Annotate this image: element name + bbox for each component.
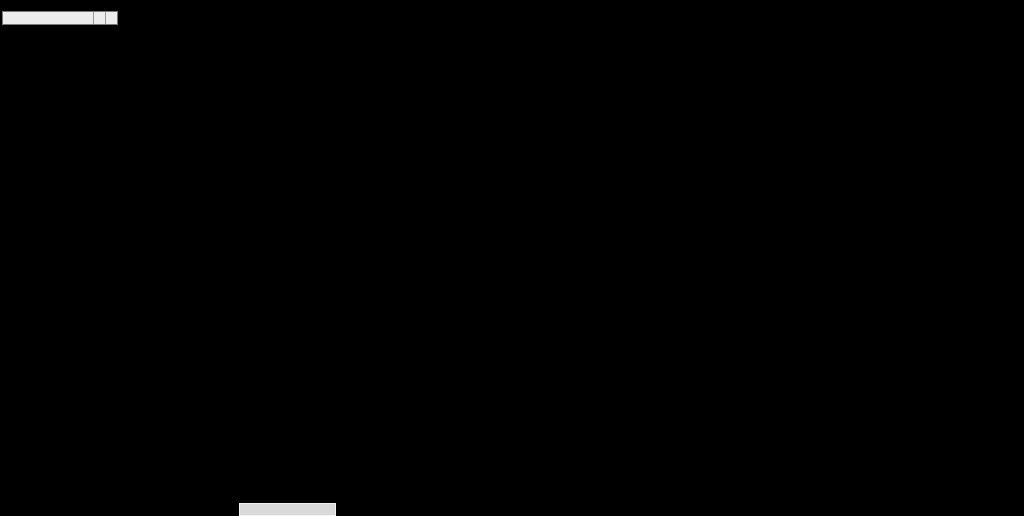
indicator-title-bar[interactable] <box>2 11 118 25</box>
collapse-icon[interactable] <box>93 12 105 24</box>
close-icon[interactable] <box>105 12 117 24</box>
time-cursor-tooltip <box>239 503 336 516</box>
ohlc-info-bar <box>3 0 39 11</box>
